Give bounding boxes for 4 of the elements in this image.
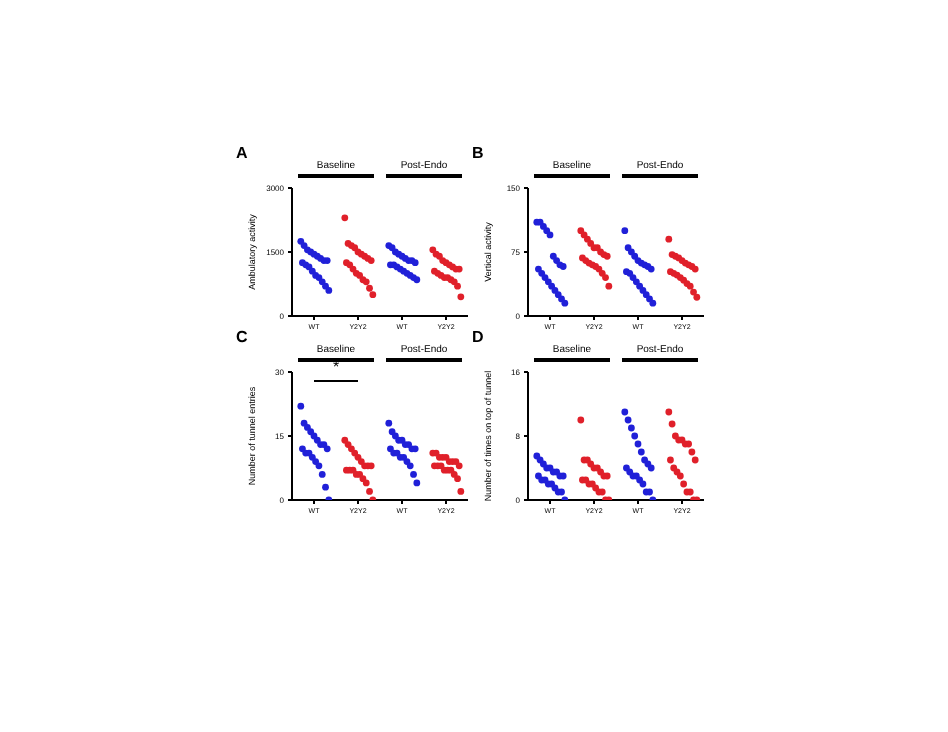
chart-title: D [472, 328, 484, 346]
chart-title: A [236, 144, 248, 162]
chart-title: B [472, 144, 484, 162]
chart-title: C [236, 328, 248, 346]
